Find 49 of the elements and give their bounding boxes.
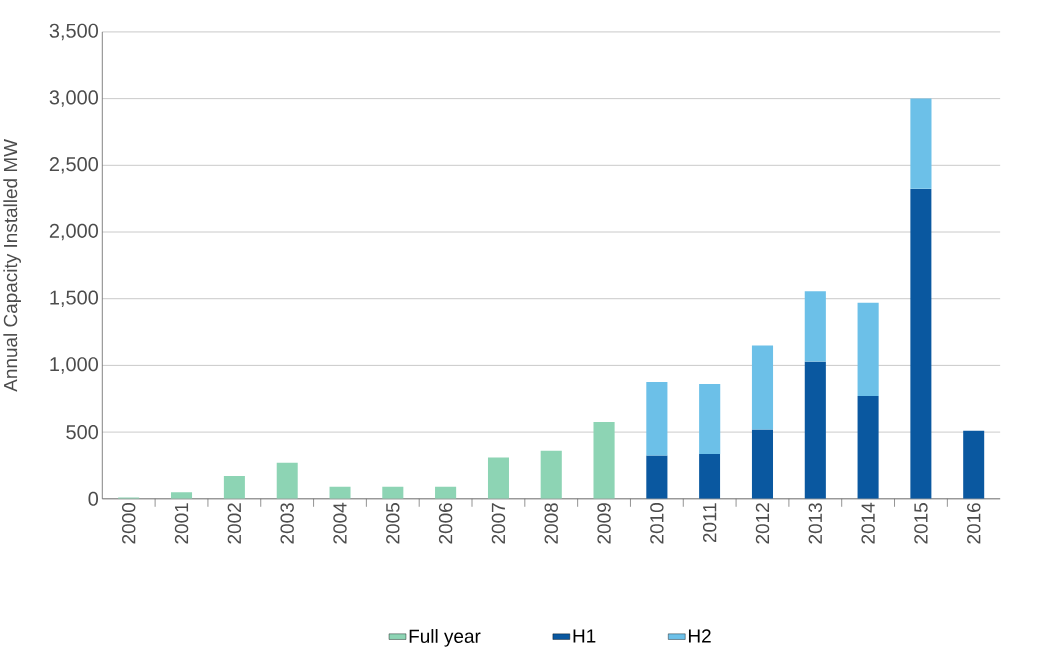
x-tick-label: 2005 xyxy=(386,503,400,544)
legend-label: H1 xyxy=(573,629,596,643)
x-tick-label: 2015 xyxy=(914,503,928,544)
bar xyxy=(223,476,245,499)
x-tick-label: 2010 xyxy=(650,502,664,544)
legend-label: Full year xyxy=(409,628,481,647)
bar xyxy=(910,98,932,189)
y-tick-label: 3,500 xyxy=(49,23,99,41)
bar xyxy=(646,381,668,456)
x-tick-label: 2002 xyxy=(227,503,242,544)
bar xyxy=(593,421,615,499)
x-tick-label: 2004 xyxy=(333,502,347,544)
bar xyxy=(487,457,509,499)
x-tick-label: 2001 xyxy=(174,503,189,544)
x-tick-label: 2000 xyxy=(122,502,136,544)
bar xyxy=(329,486,351,499)
bar xyxy=(857,302,879,396)
x-tick-label: 2012 xyxy=(755,503,770,544)
bar xyxy=(751,429,774,499)
bar xyxy=(804,291,826,362)
x-tick-label: 2009 xyxy=(597,503,611,544)
y-tick-label: 2,000 xyxy=(49,223,99,241)
x-tick-label: 2008 xyxy=(544,503,558,544)
x-tick-label: 2003 xyxy=(280,503,294,544)
bar xyxy=(804,361,826,499)
bar xyxy=(963,430,985,499)
y-tick-label: 1,000 xyxy=(50,357,99,374)
x-tick-label: 2013 xyxy=(808,503,823,544)
bar xyxy=(540,450,562,499)
bar xyxy=(435,486,457,499)
x-tick-label: 2014 xyxy=(861,502,875,544)
bar xyxy=(699,383,721,454)
legend-label: H2 xyxy=(688,629,711,643)
y-tick-label: 500 xyxy=(66,424,99,440)
bar xyxy=(699,454,721,499)
y-tick-label: 2,500 xyxy=(49,156,99,174)
bar xyxy=(751,345,774,430)
bar xyxy=(857,395,879,499)
x-tick-label: 2016 xyxy=(967,503,981,544)
bar xyxy=(276,462,298,499)
x-tick-label: 2006 xyxy=(438,503,453,544)
x-tick-label: 2007 xyxy=(491,503,506,544)
y-axis-title: Annual Capacity Installed MW xyxy=(3,138,21,392)
bar xyxy=(910,188,932,499)
x-tick-label: 2011 xyxy=(702,503,717,543)
y-tick-label: 0 xyxy=(88,491,99,506)
y-tick-label: 3,000 xyxy=(49,90,99,107)
y-tick-label: 1,500 xyxy=(50,290,99,307)
bar xyxy=(646,455,668,499)
